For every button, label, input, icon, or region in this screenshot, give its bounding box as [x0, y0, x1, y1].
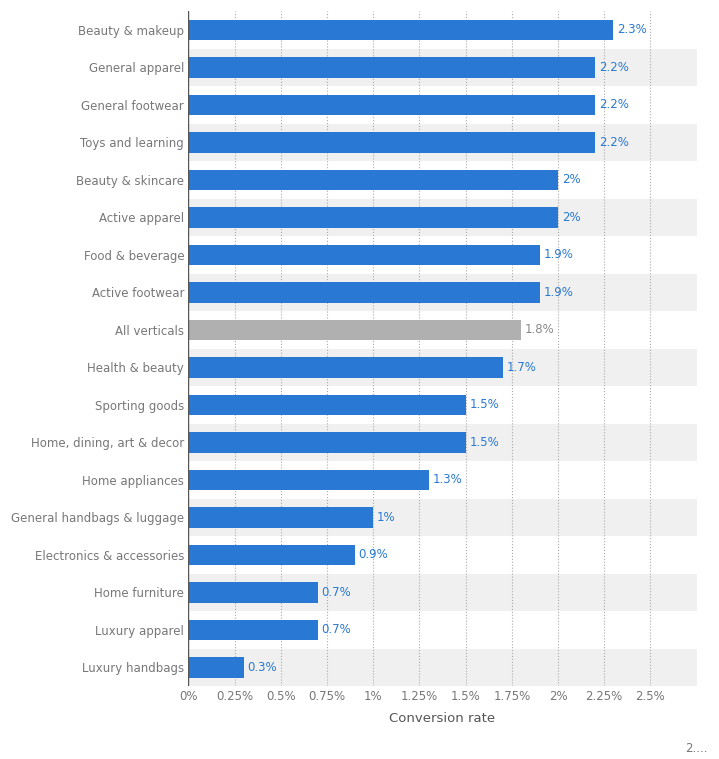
Bar — [188, 619, 318, 641]
Bar — [188, 95, 595, 115]
Bar — [188, 611, 697, 649]
Text: 2%: 2% — [562, 173, 580, 187]
Bar — [188, 657, 244, 678]
Text: 2....: 2.... — [685, 742, 708, 755]
Bar — [188, 424, 697, 461]
Text: 1.9%: 1.9% — [544, 286, 573, 299]
Bar — [188, 57, 595, 77]
Bar — [188, 395, 466, 415]
Bar — [188, 357, 503, 378]
Bar — [188, 536, 697, 574]
Text: 1.7%: 1.7% — [506, 361, 536, 374]
Bar — [188, 507, 373, 528]
Bar — [188, 282, 539, 303]
Bar — [188, 274, 697, 311]
Bar — [188, 161, 697, 199]
Text: 2.2%: 2.2% — [599, 136, 628, 149]
Text: 1%: 1% — [377, 511, 395, 524]
Bar — [188, 386, 697, 424]
Bar — [188, 199, 697, 236]
Bar — [188, 348, 697, 386]
Bar — [188, 461, 697, 499]
Bar — [188, 244, 539, 265]
Bar — [188, 124, 697, 161]
Bar — [188, 499, 697, 536]
X-axis label: Conversion rate: Conversion rate — [390, 712, 495, 725]
Text: 1.9%: 1.9% — [544, 248, 573, 261]
Bar — [188, 49, 697, 86]
Text: 2.2%: 2.2% — [599, 99, 628, 112]
Text: 2%: 2% — [562, 211, 580, 224]
Text: 0.7%: 0.7% — [321, 586, 351, 599]
Bar — [188, 320, 521, 340]
Bar — [188, 545, 354, 565]
Bar — [188, 236, 697, 274]
Bar — [188, 207, 558, 228]
Text: 2.2%: 2.2% — [599, 61, 628, 74]
Text: 1.5%: 1.5% — [470, 436, 499, 449]
Text: 1.3%: 1.3% — [432, 474, 462, 487]
Bar — [188, 20, 613, 40]
Bar — [188, 86, 697, 124]
Bar — [188, 470, 429, 490]
Bar — [188, 311, 697, 348]
Text: 1.5%: 1.5% — [470, 398, 499, 411]
Bar — [188, 574, 697, 611]
Text: 0.7%: 0.7% — [321, 623, 351, 637]
Bar — [188, 132, 595, 153]
Bar — [188, 11, 697, 49]
Bar — [188, 169, 558, 191]
Bar — [188, 432, 466, 452]
Text: 1.8%: 1.8% — [525, 323, 554, 336]
Text: 0.9%: 0.9% — [359, 549, 388, 562]
Bar — [188, 649, 697, 686]
Text: 2.3%: 2.3% — [617, 24, 647, 36]
Text: 0.3%: 0.3% — [247, 661, 277, 674]
Bar — [188, 582, 318, 603]
